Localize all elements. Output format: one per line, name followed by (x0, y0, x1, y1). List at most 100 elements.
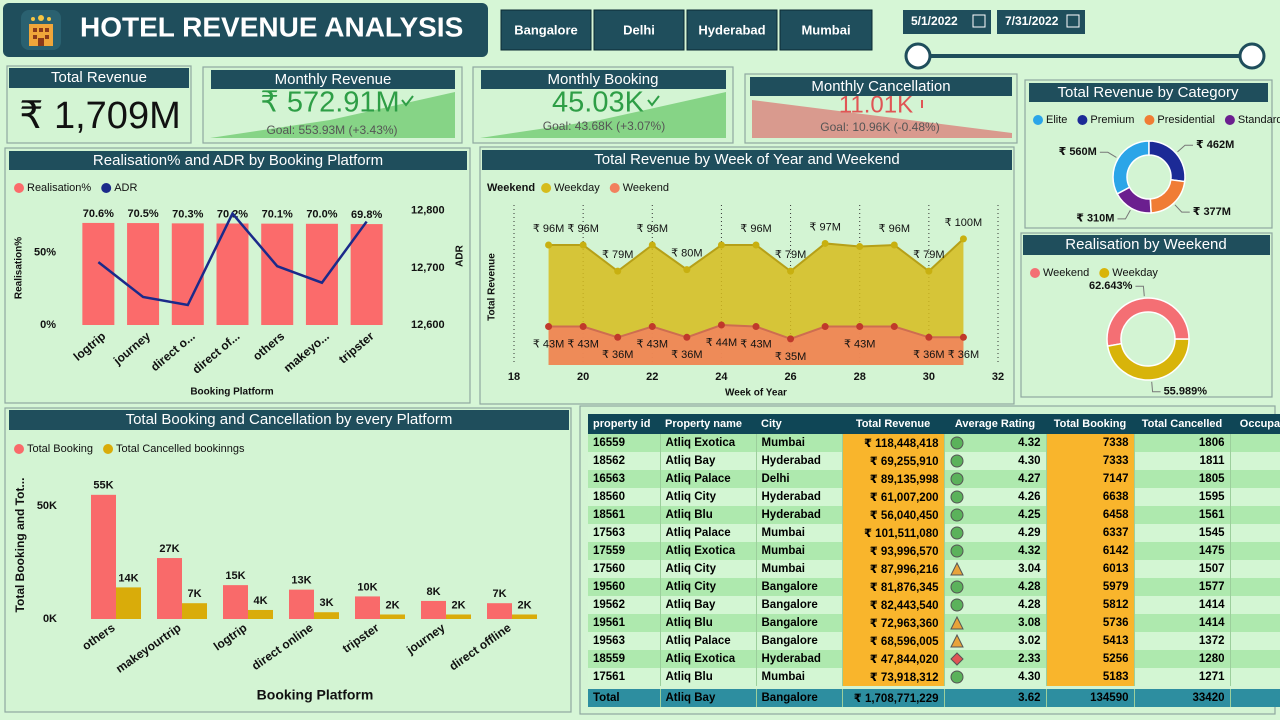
city-button[interactable] (686, 9, 778, 51)
end-date[interactable]: 7/31/2022 (1005, 14, 1059, 28)
card-value: 45.03K (552, 87, 645, 119)
table-cell: 3.08 (944, 614, 1047, 632)
city-button[interactable] (779, 9, 873, 51)
y-tick-label: 0% (40, 319, 56, 331)
legend-label: Weekend (1043, 267, 1089, 279)
table-cell: 18560 (588, 488, 661, 506)
city-label[interactable]: Bangalore (514, 22, 578, 37)
table-cell: 1414 (1134, 614, 1231, 632)
data-label: 27K (159, 543, 179, 555)
table-cell: 57.87% (1230, 686, 1280, 707)
table-cell: Hyderabad (756, 650, 843, 668)
rating-icon (949, 652, 964, 666)
leader-line (1177, 144, 1194, 153)
column-header: Occupancy(%) (1230, 414, 1280, 434)
column-header: Total Cancelled (1134, 414, 1230, 434)
leader-line (1117, 209, 1131, 220)
data-label: ₹ 96M (637, 223, 668, 235)
table-cell: 1372 (1134, 632, 1231, 650)
city-label[interactable]: Delhi (623, 22, 655, 37)
table-cell: Bangalore (756, 686, 843, 707)
slider-handle[interactable] (1238, 42, 1266, 70)
table-row: 19563 Atliq Palace Bangalore ₹ 68,596,005 3.… (588, 632, 1280, 650)
legend-label: Total Booking (27, 443, 93, 455)
panel-header (1023, 235, 1270, 255)
data-label: ₹ 96M (533, 223, 564, 235)
data-label: ₹ 35M (775, 351, 806, 363)
table-row: 18562 Atliq Bay Hyderabad ₹ 69,255,910 4.30 7… (588, 452, 1280, 470)
data-label: 15K (225, 570, 245, 582)
table-cell: 66.10% (1230, 542, 1280, 560)
date-box[interactable] (997, 10, 1085, 34)
legend-marker (1030, 268, 1040, 278)
table-cell: 19561 (588, 614, 661, 632)
point (683, 333, 691, 341)
data-label: 55K (93, 480, 113, 492)
table-cell: 18561 (588, 506, 661, 524)
city-button[interactable] (500, 9, 592, 51)
city-label[interactable]: Mumbai (801, 22, 850, 37)
point (545, 323, 553, 331)
table-cell: Atliq Palace (660, 524, 757, 542)
goal-trend (752, 100, 1012, 138)
bar (127, 223, 160, 325)
calendar-icon[interactable] (1066, 14, 1080, 28)
calendar-icon[interactable] (972, 14, 986, 28)
y-tick-label: 0K (43, 613, 57, 625)
table-cell: Bangalore (756, 596, 843, 614)
donut-slice (1106, 297, 1190, 347)
rating-cell: 4.27 (950, 472, 1041, 486)
rating-shape (950, 436, 963, 450)
header-row: property id Property name City Total Revenu… (588, 414, 1280, 434)
data-label: 7K (187, 588, 201, 600)
legend-label: Realisation% (27, 182, 91, 194)
table-cell: 6013 (1046, 560, 1135, 578)
x-tick-label: 24 (715, 371, 728, 383)
point (614, 267, 622, 275)
table-cell: 65.60% (1230, 506, 1280, 524)
data-label: 13K (291, 575, 311, 587)
rating-cell: 2.33 (949, 652, 1041, 666)
table-cell: 65.87% (1230, 452, 1280, 470)
point (959, 235, 967, 243)
table-cell: Mumbai (756, 434, 843, 452)
point (925, 267, 933, 275)
city-label[interactable]: Hyderabad (698, 22, 765, 37)
table-cell: 16563 (588, 470, 661, 488)
table-cell: 1811 (1134, 452, 1231, 470)
rating-cell: 4.29 (950, 526, 1041, 540)
table-cell: 4.28 (944, 596, 1047, 614)
table-cell: ₹ 89,135,998 (842, 470, 945, 488)
table-cell: 1280 (1134, 650, 1231, 668)
table-row: 18561 Atliq Blu Hyderabad ₹ 56,040,450 4.25 6… (588, 506, 1280, 524)
rating-cell: 3.08 (949, 616, 1041, 630)
cell-text: 3.08 (1018, 617, 1041, 629)
point (614, 333, 622, 341)
table-cell: Bangalore (756, 578, 843, 596)
rating-shape (949, 652, 964, 666)
data-label: 2K (385, 599, 399, 611)
data-label: ₹ 43M (740, 338, 771, 350)
date-box[interactable] (903, 10, 991, 34)
y-tick-label: 50K (37, 500, 57, 512)
start-date[interactable]: 5/1/2022 (911, 14, 958, 28)
rating-icon (950, 526, 963, 540)
card-title: Monthly Booking (548, 71, 659, 88)
legend-marker (1077, 115, 1088, 125)
x-axis-label: Booking Platform (257, 687, 374, 703)
kpi-total-revenue: Total Revenue ₹ 1,709M (6, 65, 192, 144)
table-cell: 6142 (1046, 542, 1135, 560)
data-label: 2K (517, 599, 531, 611)
table-cell: 4.27 (944, 470, 1047, 488)
city-button[interactable] (593, 9, 685, 51)
column-header: Property name (660, 414, 756, 434)
slider-handle[interactable] (904, 42, 932, 70)
card-value: ₹ 1,709M (19, 95, 180, 137)
x-tick-label: 22 (646, 371, 658, 383)
table-row: 19560 Atliq City Bangalore ₹ 81,876,345 4.28… (588, 578, 1280, 596)
chart-title: Total Revenue by Category (1058, 84, 1239, 101)
table-cell: 3.02 (944, 632, 1047, 650)
table-row: 17560 Atliq City Mumbai ₹ 87,996,216 3.04 601… (588, 560, 1280, 578)
table-cell: 53.29% (1230, 614, 1280, 632)
